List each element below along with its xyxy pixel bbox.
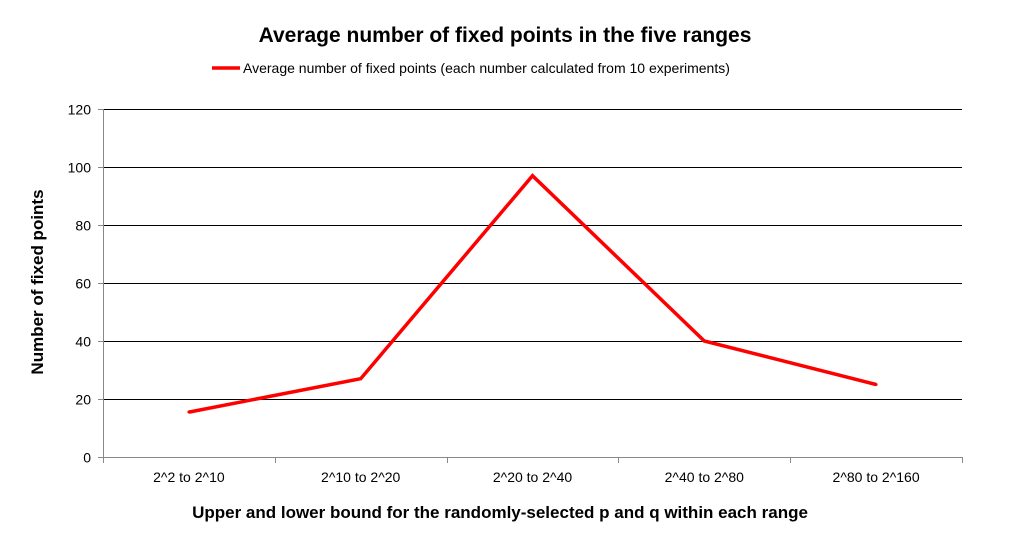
series-layer (187, 173, 878, 414)
data-point (531, 174, 534, 178)
y-tick-label: 0 (83, 450, 91, 466)
data-point (359, 377, 363, 381)
data-point (702, 339, 706, 343)
x-axis-title: Upper and lower bound for the randomly-s… (192, 503, 808, 522)
axes (98, 109, 963, 463)
x-tick-label: 2^10 to 2^20 (321, 469, 401, 485)
y-axis-title: Number of fixed points (28, 189, 47, 374)
y-tick-label: 100 (68, 160, 92, 176)
y-tick-labels: 0 20 40 60 80 100 120 (68, 102, 92, 466)
y-tick-label: 60 (75, 276, 91, 292)
x-tick-label: 2^2 to 2^10 (153, 469, 225, 485)
x-tick-label: 2^40 to 2^80 (665, 469, 745, 485)
x-tick-label: 2^20 to 2^40 (493, 469, 573, 485)
legend-label: Average number of fixed points (each num… (243, 60, 730, 76)
y-tick-label: 40 (75, 334, 91, 350)
y-tick-label: 20 (75, 392, 91, 408)
x-tick-label: 2^80 to 2^160 (833, 469, 920, 485)
series-line (188, 173, 877, 414)
data-point (874, 383, 878, 386)
x-tick-labels: 2^2 to 2^10 2^10 to 2^20 2^20 to 2^40 2^40 … (153, 469, 920, 485)
gridlines (103, 109, 962, 400)
y-tick-label: 80 (75, 218, 91, 234)
data-point (187, 410, 191, 414)
legend: Average number of fixed points (each num… (212, 60, 730, 76)
chart-title: Average number of fixed points in the fi… (259, 24, 752, 47)
y-tick-label: 120 (68, 102, 92, 118)
